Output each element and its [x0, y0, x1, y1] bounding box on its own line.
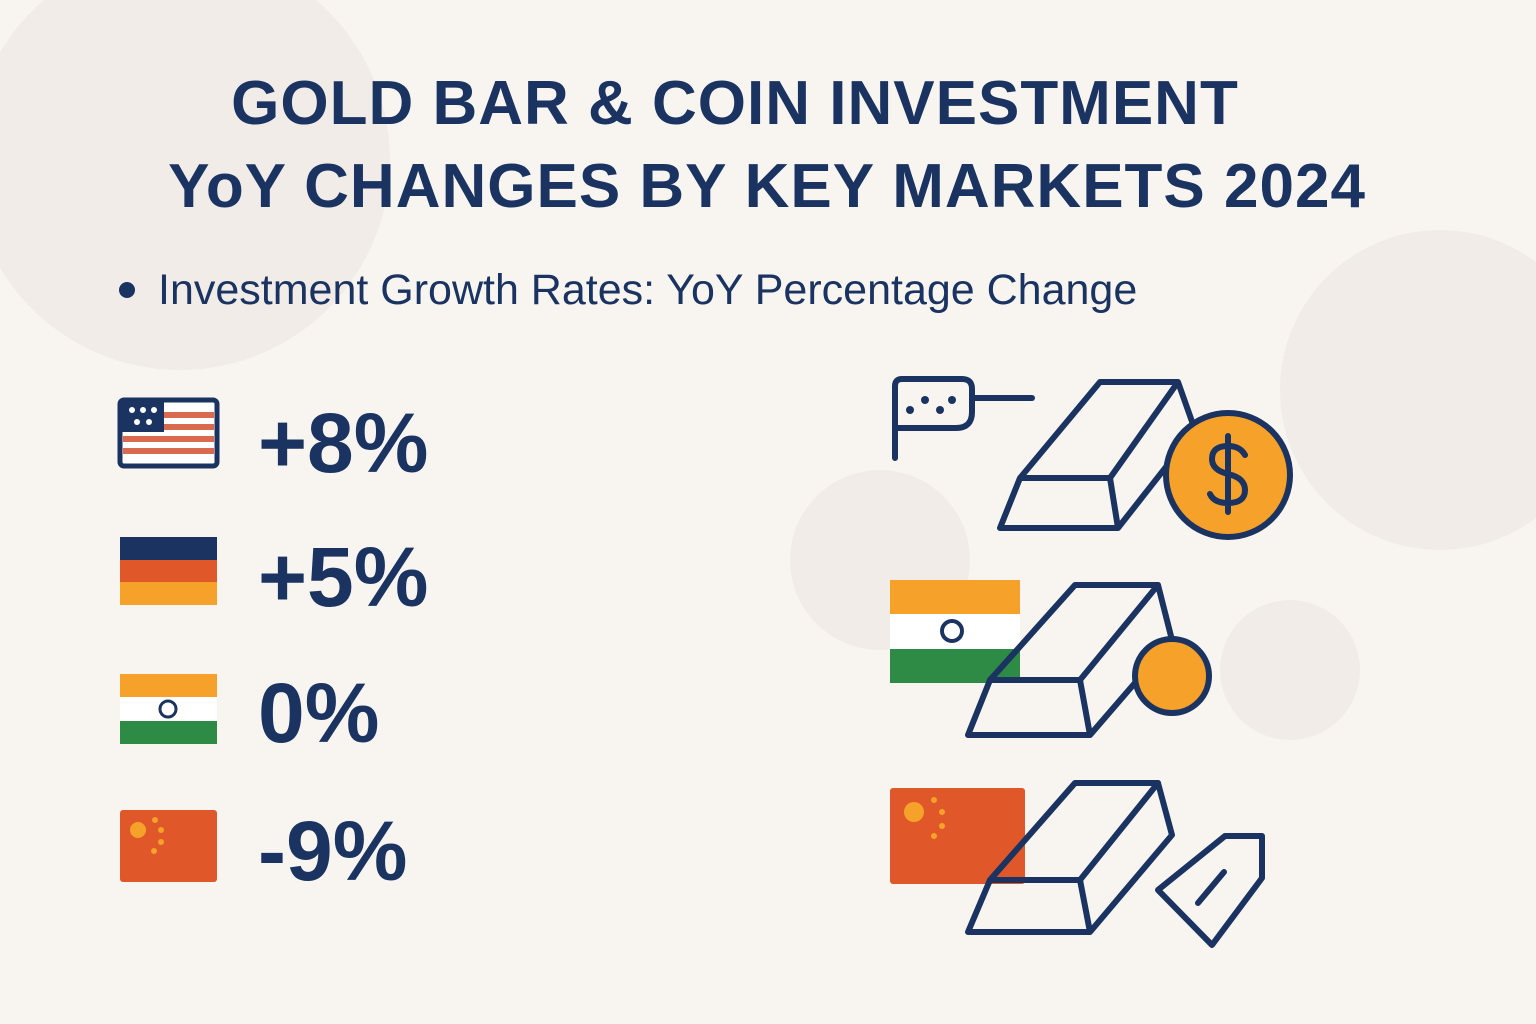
illustration-india: [890, 580, 1212, 738]
illustration-china: [890, 780, 1265, 948]
illustration-bar-coin: [892, 376, 1293, 540]
value: 0%: [258, 666, 379, 760]
value: +8%: [258, 396, 428, 490]
flag-germany: [120, 537, 217, 605]
flag-india: [120, 674, 217, 744]
value: -9%: [258, 804, 407, 898]
title-line: YoY CHANGES BY KEY MARKETS 2024: [168, 152, 1366, 221]
flag-china: [120, 810, 217, 882]
subtitle: Investment Growth Rates: YoY Percentage …: [158, 266, 1137, 314]
title-line: GOLD BAR & COIN INVESTMENT: [231, 69, 1239, 138]
bullet: [119, 282, 135, 298]
flag-us: [117, 397, 220, 469]
background-blobs: [0, 0, 1536, 740]
value: +5%: [258, 530, 428, 624]
